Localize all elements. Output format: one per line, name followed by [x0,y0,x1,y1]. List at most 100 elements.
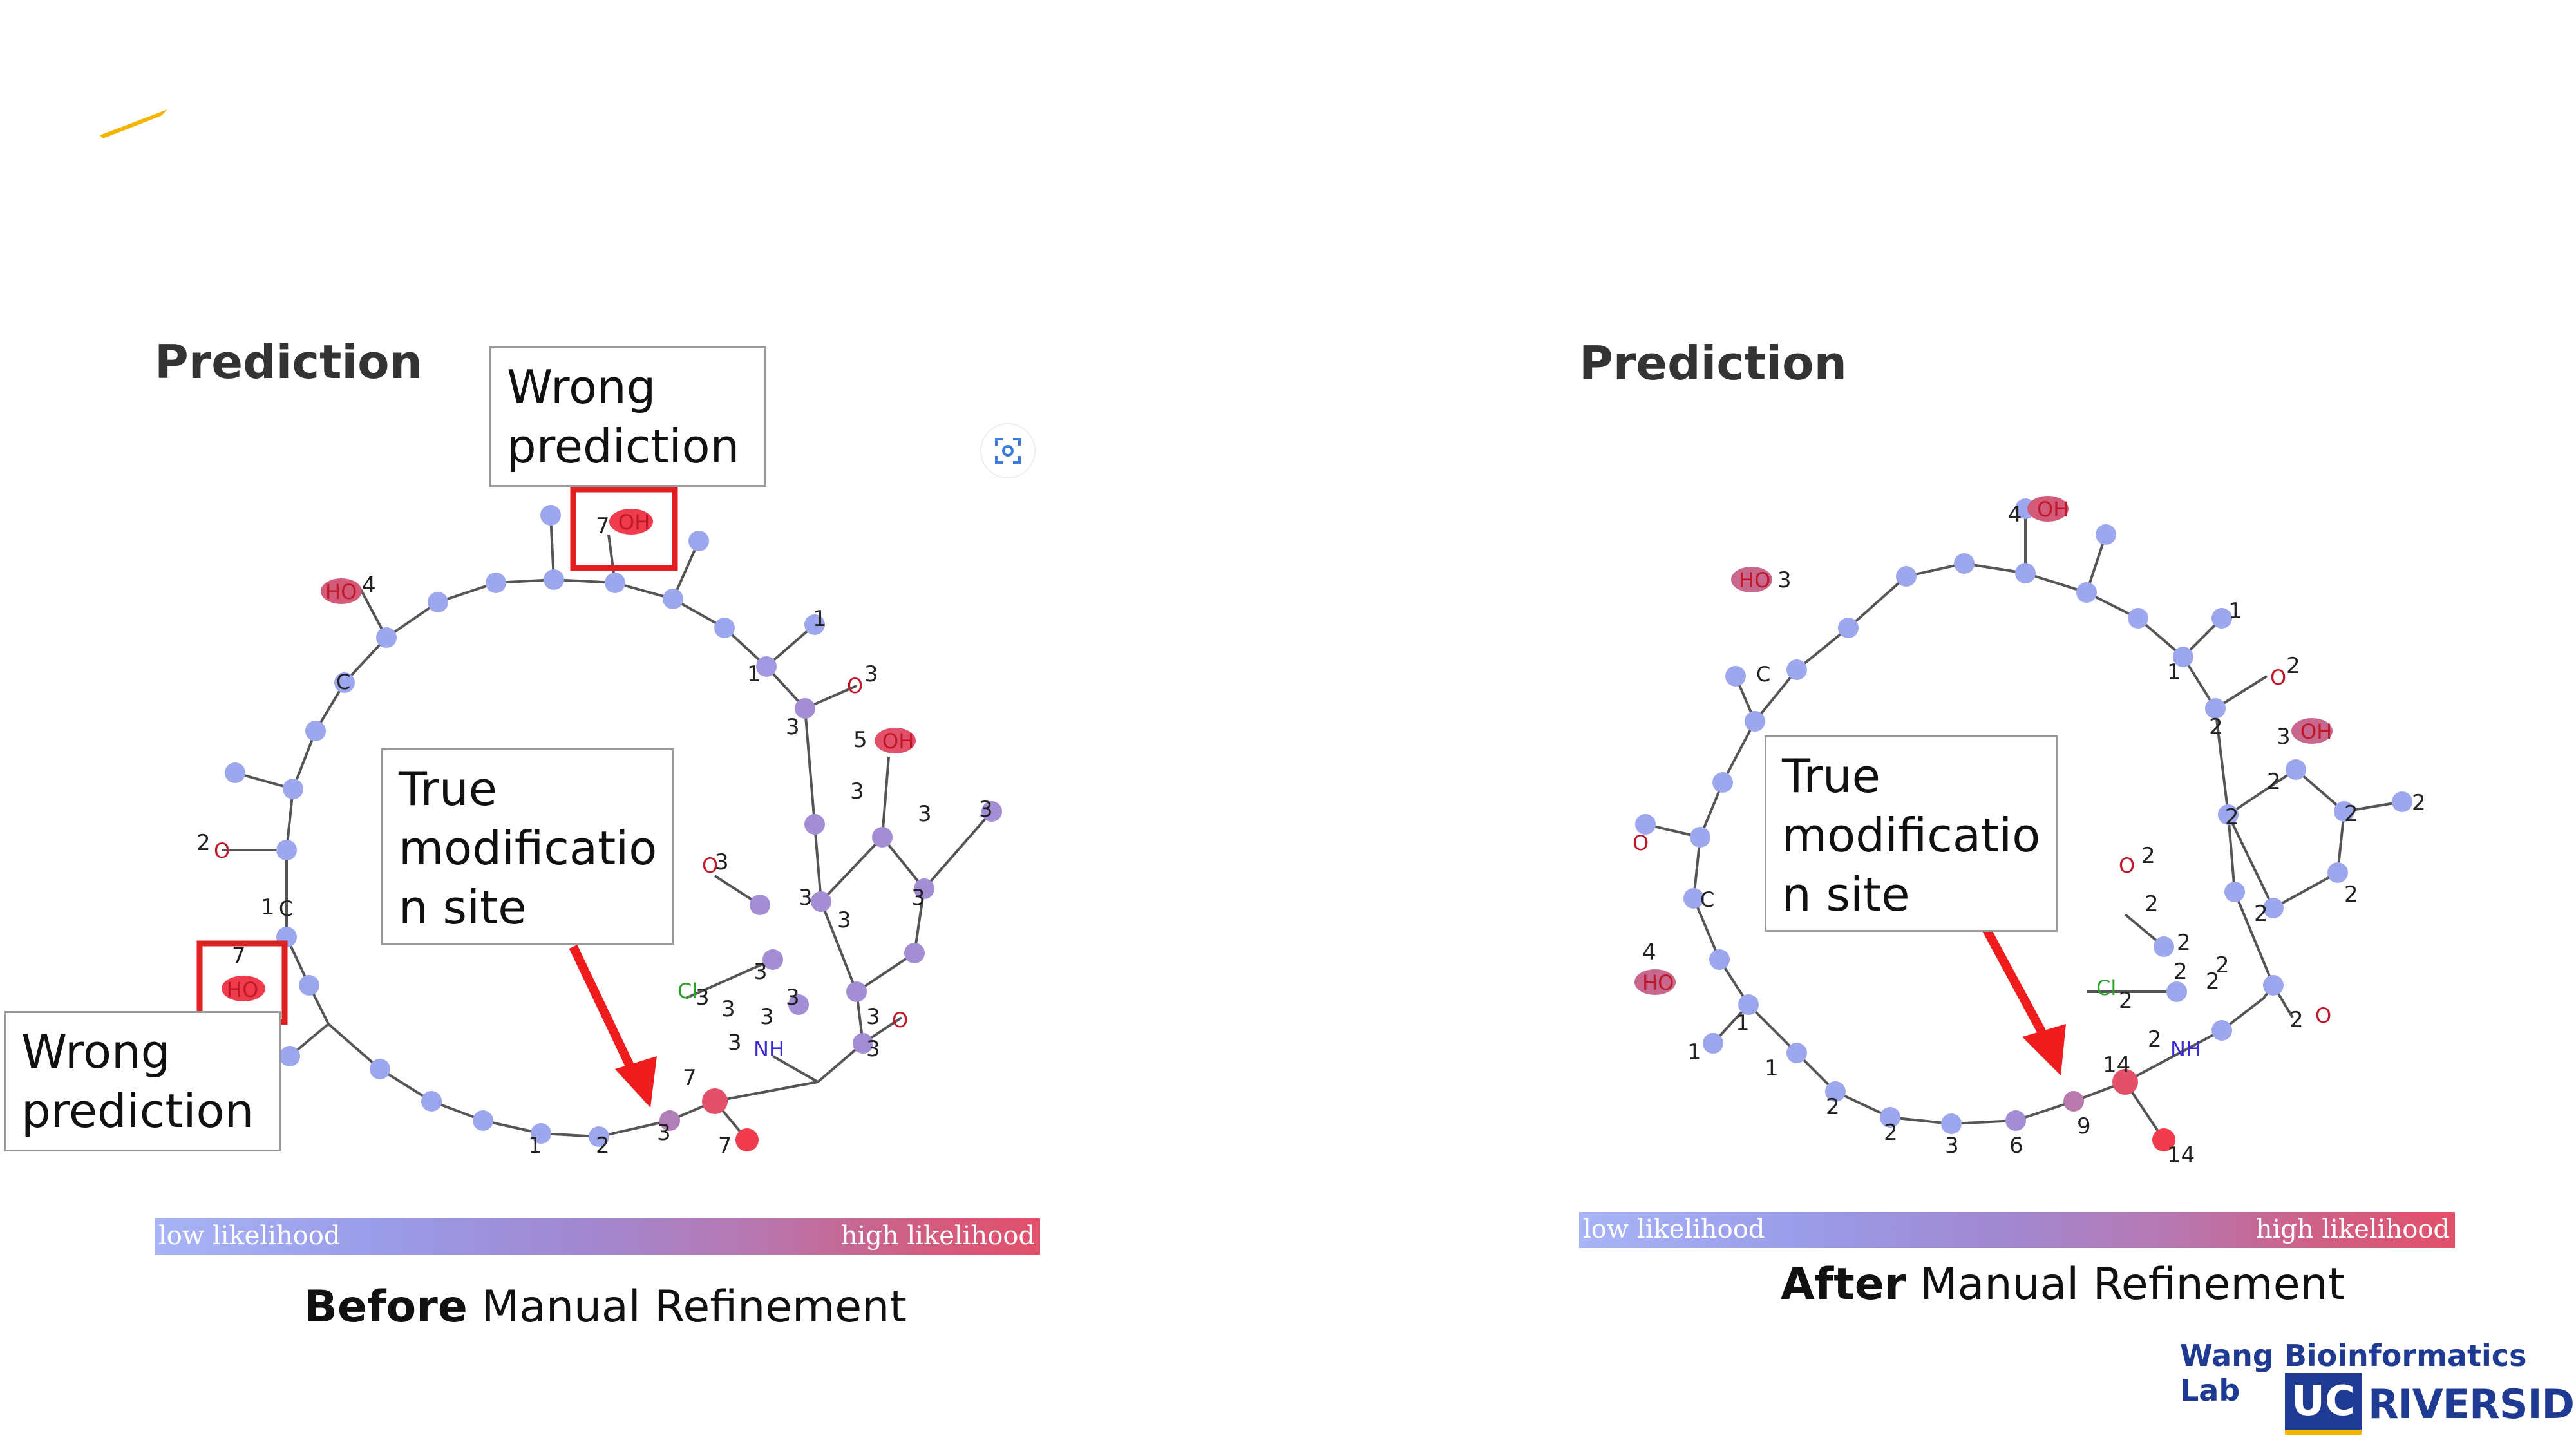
svg-text:2: 2 [1884,1120,1898,1146]
svg-text:3: 3 [864,661,878,687]
svg-text:C: C [336,670,350,694]
svg-text:2: 2 [2289,1007,2304,1033]
svg-text:O: O [2119,853,2135,878]
svg-text:3: 3 [850,779,864,804]
svg-text:2: 2 [2145,891,2159,917]
uc-badge: UC [2285,1373,2362,1435]
svg-text:2: 2 [2344,882,2358,907]
svg-text:OH: OH [2300,719,2332,744]
svg-text:3: 3 [728,1030,742,1056]
true-modification-callout-right: True modificatio n site [1765,735,2058,932]
left-likelihood-scale: low likelihood high likelihood [155,1218,1040,1255]
scale-high-label: high likelihood [840,1221,1035,1251]
svg-text:O: O [847,674,863,698]
true-modification-callout-left: True modificatio n site [381,748,674,945]
svg-text:O: O [892,1008,908,1032]
svg-text:2: 2 [2286,653,2300,679]
uc-riverside-logo: UC RIVERSIDE [2285,1372,2576,1436]
svg-text:2: 2 [2254,901,2268,927]
svg-text:3: 3 [657,1120,671,1146]
svg-text:2: 2 [2141,843,2155,869]
left-caption-rest: Manual Refinement [467,1282,907,1332]
svg-text:2: 2 [2148,1027,2162,1052]
svg-text:O: O [214,838,230,863]
svg-text:OH: OH [618,510,650,535]
svg-text:2: 2 [596,1133,610,1159]
svg-text:3: 3 [760,1004,774,1030]
svg-text:3: 3 [918,801,932,827]
scale-low-label: low likelihood [158,1221,341,1251]
scale-low-label: low likelihood [1583,1215,1765,1244]
svg-text:1: 1 [1687,1039,1701,1065]
svg-text:3: 3 [696,985,710,1010]
svg-text:2: 2 [2209,714,2223,740]
svg-text:3: 3 [786,714,800,740]
svg-text:3: 3 [786,985,800,1010]
svg-text:7: 7 [718,1133,732,1159]
svg-text:9: 9 [2077,1113,2091,1139]
svg-text:6: 6 [2009,1133,2023,1159]
svg-text:2: 2 [2119,988,2133,1014]
svg-text:O: O [2315,1003,2331,1028]
right-caption-rest: Manual Refinement [1906,1259,2345,1310]
right-panel-title: Prediction [1579,336,1847,390]
svg-text:14: 14 [2167,1142,2195,1168]
svg-text:3: 3 [837,907,851,933]
svg-text:7: 7 [232,943,246,969]
svg-text:1: 1 [747,661,761,687]
svg-text:3: 3 [1777,567,1792,593]
right-caption: After Manual Refinement [1781,1259,2345,1310]
svg-text:3: 3 [866,1004,880,1030]
svg-text:2: 2 [2215,952,2230,978]
svg-text:2: 2 [2174,959,2188,985]
left-panel-title: Prediction [155,335,422,389]
svg-text:O: O [1633,831,1649,855]
svg-text:1: 1 [813,606,827,632]
focus-icon[interactable] [979,422,1037,480]
svg-text:4: 4 [1642,940,1656,965]
svg-text:3: 3 [721,996,735,1022]
svg-text:7: 7 [596,513,610,539]
svg-text:3: 3 [2277,724,2291,750]
svg-text:O: O [702,853,718,878]
wrong-prediction-callout-top: Wrong prediction [489,346,766,487]
svg-text:HO: HO [227,978,258,1002]
scale-high-label: high likelihood [2255,1215,2450,1244]
svg-text:NH: NH [2170,1037,2201,1061]
svg-text:HO: HO [1739,568,1770,592]
svg-text:2: 2 [2344,801,2358,827]
svg-text:3: 3 [715,849,729,875]
svg-text:1: 1 [528,1133,542,1159]
svg-text:1: 1 [1736,1010,1750,1036]
svg-text:C: C [279,896,293,921]
svg-text:3: 3 [1945,1133,1959,1159]
right-likelihood-scale: low likelihood high likelihood [1579,1212,2455,1248]
svg-text:3: 3 [911,885,925,911]
svg-text:C: C [1700,887,1714,912]
svg-text:1: 1 [2167,659,2181,685]
left-caption: Before Manual Refinement [304,1282,907,1332]
svg-text:4: 4 [2008,502,2022,527]
svg-text:2: 2 [2206,969,2220,994]
svg-text:Cl: Cl [677,979,697,1003]
svg-text:1: 1 [1765,1056,1779,1081]
svg-text:2: 2 [2225,804,2239,830]
svg-text:3: 3 [866,1036,880,1062]
right-caption-bold: After [1781,1259,1906,1310]
svg-text:3: 3 [753,959,768,985]
svg-text:NH: NH [753,1037,784,1061]
svg-text:4: 4 [362,573,376,598]
logo-accent-icon [100,109,167,138]
svg-text:2: 2 [2177,930,2191,956]
svg-text:OH: OH [882,729,914,753]
wrong-prediction-callout-bottom: Wrong prediction [4,1011,281,1151]
svg-text:2: 2 [2412,790,2426,816]
svg-text:7: 7 [683,1065,697,1091]
svg-text:HO: HO [325,580,357,604]
svg-text:1: 1 [2228,598,2242,624]
svg-text:14: 14 [2103,1052,2130,1078]
svg-text:C: C [1756,662,1770,687]
svg-text:O: O [2270,665,2286,690]
